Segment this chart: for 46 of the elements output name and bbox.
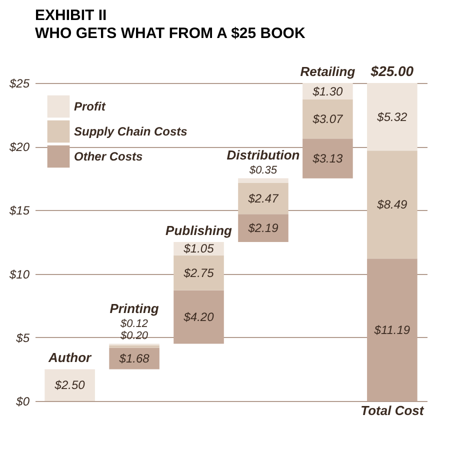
- total-label: $25.00: [370, 63, 414, 79]
- bar: [302, 100, 353, 139]
- y-tick-label: $5: [15, 330, 30, 345]
- data-label: $0.20: [120, 330, 149, 342]
- x-tick-label: Author: [48, 350, 92, 366]
- x-tick-label: Distribution: [226, 147, 300, 162]
- data-label: $1.30: [312, 84, 344, 98]
- data-label: $0.12: [120, 318, 148, 330]
- x-tick-label: Total Cost: [360, 403, 424, 418]
- bar: [174, 290, 224, 344]
- x-tick-label: Retailing: [300, 64, 356, 79]
- y-tick-label: $10: [8, 267, 30, 282]
- x-tick-label: Printing: [110, 300, 159, 316]
- data-label: $2.47: [247, 191, 280, 206]
- y-tick-label: $25: [8, 76, 30, 90]
- data-label: $2.75: [182, 266, 214, 280]
- data-label: $1.05: [182, 242, 214, 256]
- data-label: $5.32: [376, 110, 408, 124]
- x-tick-label: Publishing: [166, 223, 232, 238]
- bar: [367, 258, 418, 401]
- bar: [238, 178, 288, 183]
- bar: [367, 83, 418, 151]
- bar: [238, 214, 288, 242]
- y-tick-label: $20: [8, 140, 30, 154]
- data-label: $11.19: [373, 322, 410, 337]
- chart-title: EXHIBIT II: [35, 7, 107, 24]
- bar: [174, 255, 224, 290]
- data-label: $3.13: [312, 151, 344, 166]
- bar: [238, 182, 288, 214]
- legend-label: Profit: [74, 100, 106, 114]
- bar: [44, 369, 95, 401]
- legend-label: Supply Chain Costs: [74, 124, 188, 138]
- bar: [109, 345, 160, 348]
- bar: [367, 150, 418, 259]
- data-label: $0.35: [248, 164, 278, 176]
- data-label: $8.49: [376, 198, 408, 212]
- data-label: $2.50: [54, 378, 86, 392]
- data-label: $2.19: [247, 221, 279, 236]
- y-tick-label: $15: [8, 204, 30, 218]
- chart-subtitle: WHO GETS WHAT FROM A $25 BOOK: [35, 25, 306, 42]
- data-label: $3.07: [312, 112, 344, 126]
- y-tick-label: $0: [15, 394, 30, 408]
- legend-label: Other Costs: [74, 150, 144, 164]
- data-label: $4.20: [182, 310, 214, 324]
- bar: [302, 138, 353, 178]
- data-label: $1.68: [118, 352, 150, 366]
